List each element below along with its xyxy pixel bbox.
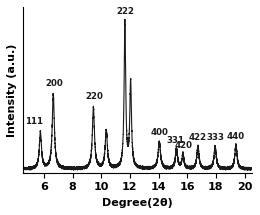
Text: 331: 331 xyxy=(166,136,184,145)
Y-axis label: Intensity (a.u.): Intensity (a.u.) xyxy=(7,43,17,137)
X-axis label: Degree(2θ): Degree(2θ) xyxy=(102,198,172,208)
Text: 200: 200 xyxy=(45,78,63,88)
Text: 220: 220 xyxy=(85,92,103,101)
Text: 222: 222 xyxy=(116,7,134,16)
Text: 333: 333 xyxy=(206,133,224,142)
Text: 400: 400 xyxy=(150,128,168,137)
Text: 420: 420 xyxy=(175,141,193,150)
Text: 422: 422 xyxy=(189,133,207,142)
Text: 440: 440 xyxy=(227,132,245,141)
Text: 111: 111 xyxy=(25,117,43,126)
